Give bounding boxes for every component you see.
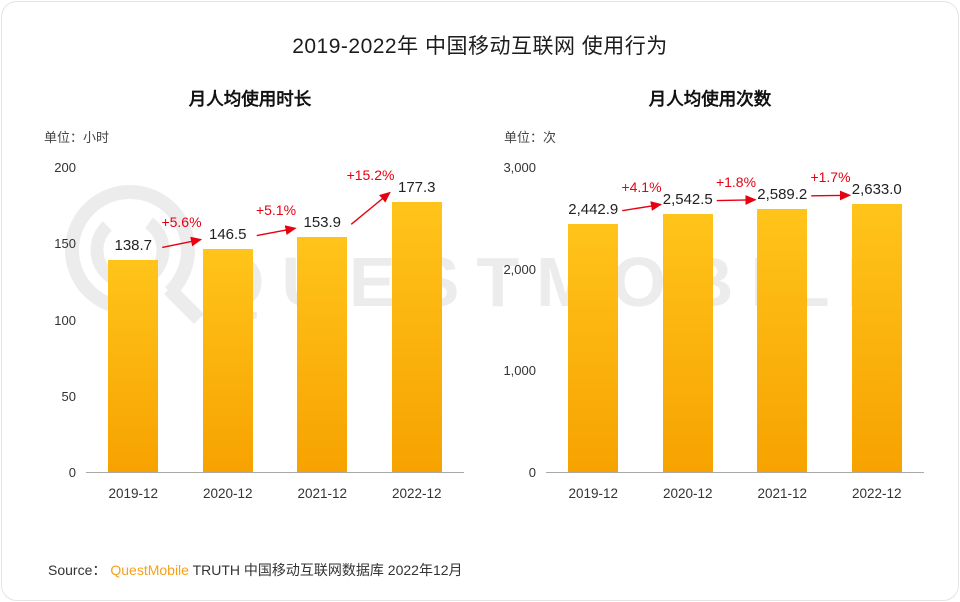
bar [851,204,902,472]
growth-label: +1.7% [810,169,851,186]
chart-panel-frequency: 月人均使用次数 单位：次 0 1,000 2,000 3,000 2,442.9 2019… [480,76,940,501]
x-axis-label: 2022-12 [851,486,902,501]
x-axis-label: 2019-12 [568,486,619,501]
chart-title-duration: 月人均使用时长 [188,89,312,109]
bar-value-label: 2,633.0 [851,181,902,199]
y-axis-tick: 2,000 [503,261,536,277]
bar-value-label: 177.3 [397,178,436,196]
axis-baseline [546,472,924,473]
source-suffix: TRUTH 中国移动互联网数据库 2022年12月 [188,562,463,578]
axis-baseline [86,472,464,473]
x-axis-label: 2021-12 [297,486,348,501]
growth-label: +4.1% [621,178,662,195]
source-prefix: Source： [48,562,107,578]
bar [568,223,619,472]
y-axis-tick: 1,000 [503,363,536,379]
chart-panel-duration: 月人均使用时长 单位：小时 0 50 100 150 200 138.7 2019-12 14… [20,76,480,501]
chart-plot-duration: 0 50 100 150 200 138.7 2019-12 146.5 2020-12 153.… [20,160,480,501]
y-axis-tick: 200 [54,160,76,175]
source-brand: QuestMobile [110,562,189,578]
bar-value-label: 2,589.2 [757,185,808,203]
bar-value-label: 2,542.5 [662,190,713,208]
y-axis-tick: 3,000 [503,160,536,175]
chart-plot-frequency: 0 1,000 2,000 3,000 2,442.9 2019-12 2,542.5 202… [480,160,940,501]
source-line: Source： QuestMobile TRUTH 中国移动互联网数据库 2022… [48,560,463,580]
growth-label: +15.2% [346,166,395,183]
y-axis-tick: 150 [54,236,76,252]
bar-value-label: 2,442.9 [568,200,619,218]
y-axis-tick: 0 [528,465,536,480]
x-axis-label: 2020-12 [202,486,253,501]
x-axis-label: 2022-12 [391,486,442,501]
bar [757,208,808,472]
bar [108,260,159,472]
bar-value-label: 153.9 [303,214,342,232]
growth-label: +5.1% [255,202,297,219]
chart-title-frequency: 月人均使用次数 [648,89,772,109]
bar-value-label: 146.5 [208,225,247,243]
x-axis-label: 2020-12 [662,486,713,501]
x-axis-label: 2019-12 [108,486,159,501]
y-axis-tick: 0 [68,465,76,480]
unit-label-duration: 单位：小时 [44,130,110,145]
page-title: 2019-2022年 中国移动互联网 使用行为 [292,35,668,58]
bar-value-label: 138.7 [114,237,153,255]
charts-area: 月人均使用时长 单位：小时 0 50 100 150 200 138.7 2019-12 14… [2,76,958,501]
bar [297,237,348,472]
x-axis-label: 2021-12 [757,486,808,501]
bar [391,201,442,472]
growth-label: +5.6% [161,213,202,230]
unit-label-frequency: 单位：次 [504,130,557,145]
bar [662,213,713,472]
y-axis-tick: 50 [61,388,76,404]
growth-label: +1.8% [715,173,757,190]
bar [202,248,253,472]
y-axis-tick: 100 [54,312,76,328]
